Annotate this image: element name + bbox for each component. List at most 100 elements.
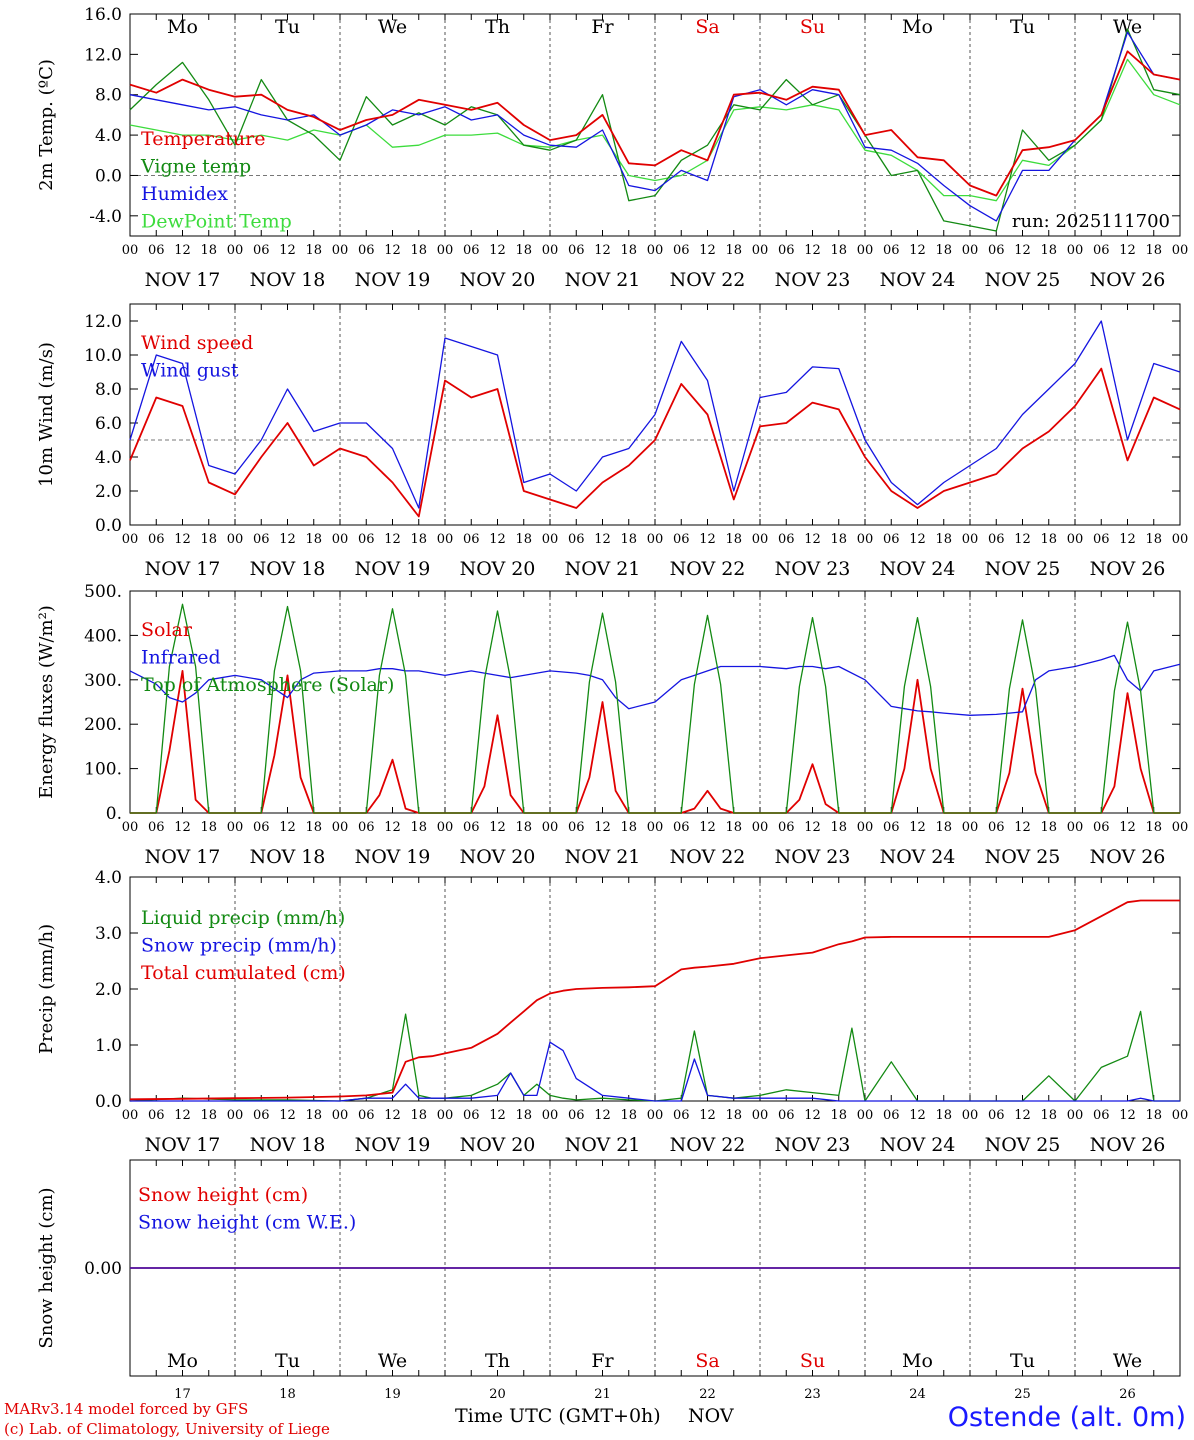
hour-tick-label: 18 [620, 1108, 637, 1123]
day-of-week-label: Tu [275, 1350, 300, 1372]
series-line-snow-precip-mm-h [130, 1041, 1180, 1102]
hour-tick-label: 06 [148, 820, 165, 835]
date-label: NOV 17 [145, 846, 221, 868]
hour-tick-label: 18 [725, 243, 742, 258]
y-tick-label: 0. [106, 804, 122, 824]
hour-tick-label: 18 [725, 820, 742, 835]
hour-tick-label: 12 [1119, 243, 1136, 258]
date-label: NOV 19 [355, 558, 431, 580]
hour-tick-label: 06 [253, 820, 270, 835]
hour-tick-label: 00 [542, 1108, 559, 1123]
hour-tick-label: 18 [1145, 820, 1162, 835]
y-tick-label: 4.0 [95, 126, 122, 146]
hour-tick-label: 18 [935, 820, 952, 835]
date-label: NOV 21 [565, 558, 641, 580]
hour-tick-label: 18 [1040, 532, 1057, 547]
day-of-week-label: Tu [275, 16, 300, 38]
hour-tick-label: 00 [227, 532, 244, 547]
hour-tick-label: 00 [122, 820, 139, 835]
hour-tick-label: 18 [620, 532, 637, 547]
hour-tick-label: 06 [1093, 532, 1110, 547]
hour-tick-label: 18 [935, 1108, 952, 1123]
hour-tick-label: 12 [174, 820, 191, 835]
day-number-label: 25 [1014, 1387, 1031, 1402]
hour-tick-label: 18 [410, 243, 427, 258]
hour-tick-label: 12 [1014, 532, 1031, 547]
hour-tick-label: 06 [988, 532, 1005, 547]
hour-tick-label: 00 [227, 1108, 244, 1123]
date-label: NOV 21 [565, 269, 641, 291]
hour-tick-label: 18 [410, 820, 427, 835]
hour-tick-label: 00 [122, 1108, 139, 1123]
day-number-label: 23 [804, 1387, 821, 1402]
date-label: NOV 20 [460, 1134, 536, 1156]
date-label: NOV 19 [355, 846, 431, 868]
legend-entry: Wind gust [141, 360, 239, 382]
hour-tick-label: 12 [384, 243, 401, 258]
date-label: NOV 20 [460, 269, 536, 291]
date-label: NOV 26 [1090, 558, 1166, 580]
hour-tick-label: 00 [647, 243, 664, 258]
day-of-week-label: Mo [902, 16, 933, 38]
day-of-week-label: Sa [695, 1350, 719, 1372]
date-label: NOV 18 [250, 558, 326, 580]
hour-tick-label: 18 [1040, 1108, 1057, 1123]
day-number-label: 21 [594, 1387, 611, 1402]
day-of-week-label: We [1113, 1350, 1142, 1372]
hour-tick-label: 00 [647, 1108, 664, 1123]
hour-tick-label: 00 [1067, 1108, 1084, 1123]
hour-tick-label: 12 [279, 1108, 296, 1123]
hour-tick-label: 18 [305, 1108, 322, 1123]
hour-tick-label: 12 [279, 243, 296, 258]
date-label: NOV 26 [1090, 846, 1166, 868]
hour-tick-label: 06 [568, 532, 585, 547]
hour-tick-label: 12 [1119, 532, 1136, 547]
hour-tick-label: 06 [148, 532, 165, 547]
hour-tick-label: 06 [463, 243, 480, 258]
hour-tick-label: 12 [1014, 243, 1031, 258]
date-label: NOV 22 [670, 269, 746, 291]
date-label: NOV 24 [880, 846, 956, 868]
hour-tick-label: 00 [332, 1108, 349, 1123]
hour-tick-label: 18 [1145, 532, 1162, 547]
time-axis-label: Time UTC (GMT+0h) [455, 1405, 661, 1427]
hour-tick-label: 06 [1093, 820, 1110, 835]
day-of-week-label: Th [485, 16, 510, 38]
y-tick-label: -4.0 [89, 207, 122, 227]
hour-tick-label: 06 [673, 1108, 690, 1123]
date-label: NOV 20 [460, 558, 536, 580]
y-axis-label: Energy fluxes (W/m²) [36, 605, 57, 799]
hour-tick-label: 18 [200, 1108, 217, 1123]
legend-entry: Snow precip (mm/h) [141, 935, 337, 957]
series-line-vigne-temp [129, 28, 1181, 232]
hour-tick-label: 00 [857, 532, 874, 547]
hour-tick-label: 18 [935, 532, 952, 547]
day-number-label: 17 [174, 1387, 191, 1402]
date-label: NOV 18 [250, 846, 326, 868]
series-line-humidex [129, 31, 1181, 222]
hour-tick-label: 12 [594, 1108, 611, 1123]
hour-tick-label: 12 [1119, 820, 1136, 835]
day-of-week-label: We [378, 16, 407, 38]
hour-tick-label: 12 [804, 820, 821, 835]
hour-tick-label: 00 [332, 243, 349, 258]
day-of-week-label: Mo [902, 1350, 933, 1372]
hour-tick-label: 00 [647, 820, 664, 835]
y-tick-label: 12.0 [84, 312, 122, 332]
day-of-week-label: Sa [695, 16, 719, 38]
hour-tick-label: 18 [620, 243, 637, 258]
y-tick-label: 300. [84, 671, 122, 691]
date-label: NOV 17 [145, 269, 221, 291]
hour-tick-label: 06 [568, 820, 585, 835]
hour-tick-label: 06 [883, 1108, 900, 1123]
hour-tick-label: 00 [857, 1108, 874, 1123]
hour-tick-label: 06 [463, 1108, 480, 1123]
legend-entry: Top of Atmosphere (Solar) [141, 674, 394, 696]
y-tick-label: 500. [84, 582, 122, 602]
day-number-label: 18 [279, 1387, 296, 1402]
y-axis-label: 2m Temp. (ºC) [36, 59, 57, 191]
date-label: NOV 23 [775, 558, 851, 580]
hour-tick-label: 00 [962, 1108, 979, 1123]
legend-entry: Humidex [141, 183, 228, 205]
legend-entry: Liquid precip (mm/h) [141, 907, 345, 929]
